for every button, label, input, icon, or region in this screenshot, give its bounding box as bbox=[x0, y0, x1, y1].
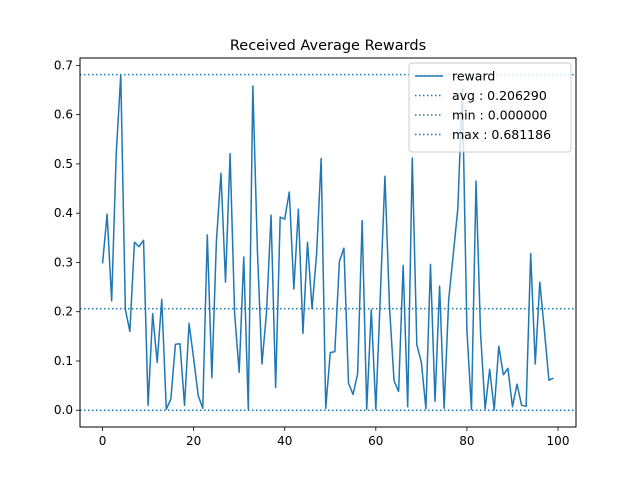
legend-label-3: max : 0.681186 bbox=[452, 127, 551, 142]
y-tick-label-1: 0.1 bbox=[54, 354, 73, 368]
legend-label-2: min : 0.000000 bbox=[452, 108, 547, 123]
y-tick-label-5: 0.5 bbox=[54, 157, 73, 171]
y-tick-label-2: 0.2 bbox=[54, 305, 73, 319]
y-tick-label-6: 0.6 bbox=[54, 108, 73, 122]
legend: reward avg : 0.206290 min : 0.000000 max : … bbox=[408, 62, 572, 153]
x-tick-label-80: 80 bbox=[459, 434, 474, 448]
legend-box bbox=[408, 62, 572, 153]
x-tick-label-20: 20 bbox=[186, 434, 201, 448]
chart-title: Received Average Rewards bbox=[230, 38, 426, 54]
x-tick-label-100: 100 bbox=[547, 434, 570, 448]
x-tick-label-0: 0 bbox=[99, 434, 107, 448]
y-tick-label-0: 0.0 bbox=[54, 403, 73, 417]
y-tick-label-3: 0.3 bbox=[54, 255, 73, 269]
legend-label-0: reward bbox=[452, 69, 495, 84]
axes-frame bbox=[79, 57, 577, 428]
x-axis: 0 20 40 60 80 100 bbox=[99, 427, 570, 448]
x-tick-label-40: 40 bbox=[277, 434, 292, 448]
y-tick-label-4: 0.4 bbox=[54, 206, 73, 220]
y-tick-label-7: 0.7 bbox=[54, 58, 73, 72]
x-tick-label-60: 60 bbox=[368, 434, 383, 448]
y-axis: 0.0 0.1 0.2 0.3 0.4 0.5 0.6 0.7 bbox=[54, 58, 80, 417]
legend-label-1: avg : 0.206290 bbox=[452, 88, 547, 103]
reward-series-line bbox=[101, 74, 554, 411]
